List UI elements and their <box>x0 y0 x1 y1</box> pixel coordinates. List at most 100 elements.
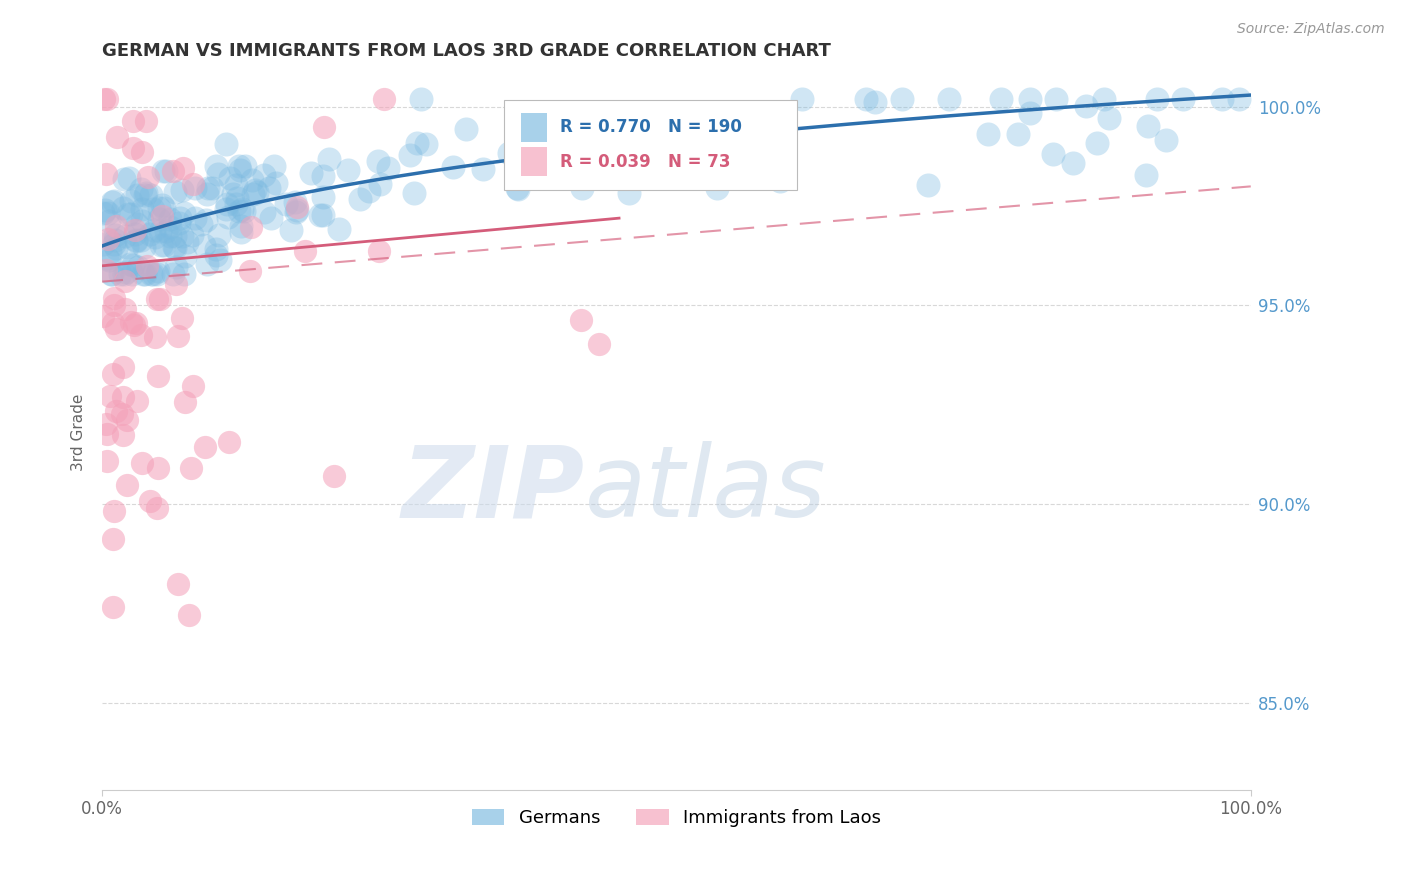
Point <box>1098 111 1121 125</box>
Point <box>118 257 141 271</box>
Point <box>98 214 121 228</box>
Point <box>162 267 184 281</box>
Point <box>242 187 264 202</box>
Point <box>96 454 118 468</box>
Point <box>101 533 124 547</box>
Point <box>122 114 145 128</box>
Y-axis label: 3rd Grade: 3rd Grade <box>72 394 86 471</box>
Point <box>103 298 125 312</box>
Point <box>917 178 939 192</box>
Point <box>229 163 252 178</box>
Point <box>571 180 593 194</box>
Point <box>124 318 146 332</box>
Point <box>129 181 152 195</box>
Point <box>112 359 135 374</box>
Point <box>125 234 148 248</box>
Point <box>122 258 145 272</box>
Point <box>231 202 253 217</box>
Point <box>299 166 322 180</box>
Point <box>209 252 232 267</box>
Point <box>169 216 191 230</box>
Point <box>134 188 156 202</box>
Point <box>337 162 360 177</box>
Point <box>569 313 592 327</box>
Point <box>169 211 191 225</box>
Point <box>322 469 344 483</box>
Point <box>309 209 332 223</box>
Point <box>280 223 302 237</box>
Point <box>165 260 187 274</box>
Point <box>225 190 247 204</box>
Point <box>195 257 218 271</box>
Point <box>173 267 195 281</box>
Point <box>1156 133 1178 147</box>
Point <box>1076 99 1098 113</box>
Point <box>204 248 226 262</box>
Point <box>184 211 207 225</box>
Point <box>373 92 395 106</box>
Point <box>142 267 165 281</box>
Point <box>166 577 188 591</box>
Point <box>201 181 224 195</box>
Point <box>294 244 316 258</box>
Point <box>723 112 745 127</box>
Point <box>131 145 153 159</box>
Point <box>285 203 308 218</box>
Point <box>312 190 335 204</box>
Point <box>225 178 247 192</box>
Point <box>183 180 205 194</box>
Point <box>1045 92 1067 106</box>
Point <box>172 161 194 175</box>
FancyBboxPatch shape <box>522 113 547 142</box>
Point <box>166 328 188 343</box>
Point <box>103 236 125 251</box>
Point <box>215 136 238 151</box>
Point <box>114 301 136 316</box>
Point <box>97 205 120 219</box>
Point <box>404 186 426 201</box>
Point <box>115 413 138 427</box>
Point <box>125 188 148 202</box>
Point <box>101 317 124 331</box>
Point <box>125 316 148 330</box>
Point <box>222 186 245 201</box>
Point <box>409 92 432 106</box>
Point <box>181 178 204 192</box>
Point <box>173 206 195 220</box>
Point <box>134 267 156 281</box>
Point <box>751 115 773 129</box>
Point <box>103 292 125 306</box>
Point <box>155 164 177 178</box>
Point <box>260 211 283 226</box>
Point <box>112 428 135 442</box>
Point <box>142 223 165 237</box>
Point <box>132 267 155 281</box>
Point <box>415 136 437 151</box>
Point <box>97 232 120 246</box>
Point <box>132 240 155 254</box>
Point <box>1171 92 1194 106</box>
Point <box>163 240 186 254</box>
Point <box>349 192 371 206</box>
Point <box>215 202 238 216</box>
Point <box>96 426 118 441</box>
Point <box>938 92 960 106</box>
Point <box>180 461 202 475</box>
Point <box>143 230 166 244</box>
Point <box>1135 168 1157 182</box>
Point <box>990 92 1012 106</box>
Point <box>253 168 276 182</box>
Point <box>122 141 145 155</box>
Point <box>155 224 177 238</box>
Point <box>146 264 169 278</box>
Point <box>792 92 814 106</box>
Point <box>170 228 193 243</box>
Point <box>207 167 229 181</box>
Point <box>117 207 139 221</box>
Point <box>1211 92 1233 106</box>
Point <box>146 292 169 306</box>
Point <box>232 204 254 219</box>
Point <box>259 180 281 194</box>
Point <box>127 260 149 274</box>
Point <box>194 440 217 454</box>
